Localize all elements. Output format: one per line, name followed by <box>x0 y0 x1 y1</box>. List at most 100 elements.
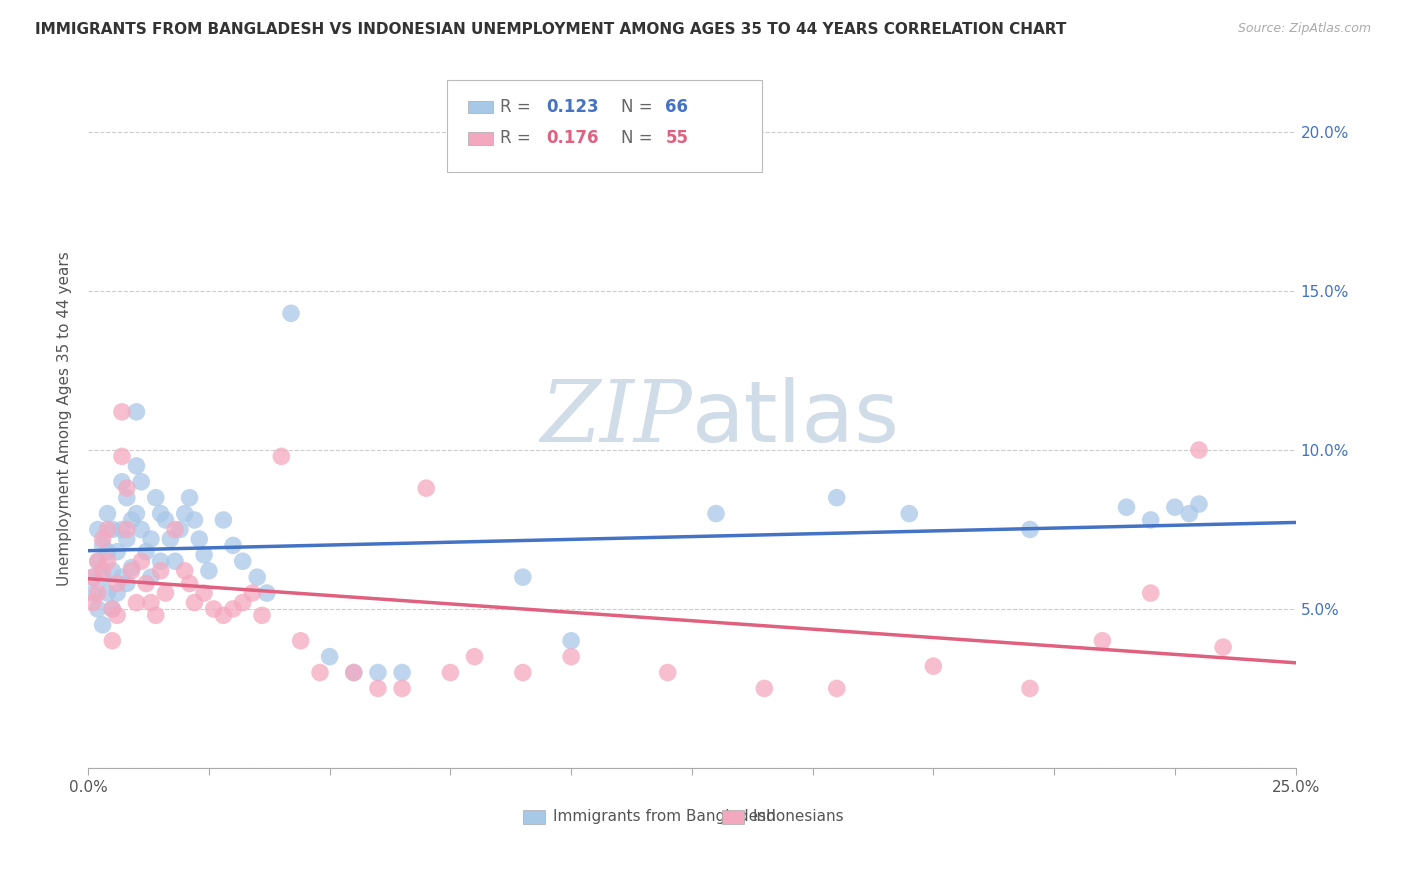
Point <box>367 681 389 696</box>
Point <box>121 513 143 527</box>
Point <box>1019 681 1042 696</box>
Text: 0.176: 0.176 <box>546 129 599 147</box>
Point <box>101 523 124 537</box>
Point <box>240 586 263 600</box>
Point <box>898 507 921 521</box>
Point <box>155 586 177 600</box>
Text: IMMIGRANTS FROM BANGLADESH VS INDONESIAN UNEMPLOYMENT AMONG AGES 35 TO 44 YEARS : IMMIGRANTS FROM BANGLADESH VS INDONESIAN… <box>35 22 1067 37</box>
FancyBboxPatch shape <box>468 132 492 145</box>
Point <box>96 523 118 537</box>
Point <box>560 633 582 648</box>
Point <box>82 570 104 584</box>
Point <box>155 513 177 527</box>
Point <box>1091 633 1114 648</box>
Point <box>232 596 254 610</box>
Point <box>193 548 215 562</box>
Point <box>125 596 148 610</box>
Point <box>135 576 157 591</box>
Point <box>173 507 195 521</box>
Text: Immigrants from Bangladesh: Immigrants from Bangladesh <box>553 809 776 824</box>
Point <box>1139 586 1161 600</box>
Point <box>290 633 312 648</box>
Point <box>439 665 461 680</box>
Point <box>139 596 162 610</box>
Point <box>212 513 235 527</box>
Point <box>82 596 104 610</box>
Point <box>212 608 235 623</box>
FancyBboxPatch shape <box>468 101 492 113</box>
Text: N =: N = <box>620 129 658 147</box>
Point <box>343 665 366 680</box>
Point <box>96 545 118 559</box>
Point <box>657 665 679 680</box>
FancyBboxPatch shape <box>723 810 744 824</box>
Point <box>105 545 128 559</box>
Point <box>415 481 437 495</box>
Point <box>125 458 148 473</box>
Point <box>165 523 187 537</box>
Text: R =: R = <box>501 129 536 147</box>
Point <box>139 532 162 546</box>
Point <box>111 405 134 419</box>
Point <box>825 491 848 505</box>
Point <box>1139 513 1161 527</box>
Point <box>1188 442 1211 457</box>
Text: atlas: atlas <box>692 376 900 459</box>
Text: 0.123: 0.123 <box>546 98 599 116</box>
Point <box>121 564 143 578</box>
Point <box>145 491 167 505</box>
Point <box>87 523 110 537</box>
Point <box>111 570 134 584</box>
Point <box>179 576 201 591</box>
Point <box>173 564 195 578</box>
Point <box>125 507 148 521</box>
Point <box>343 665 366 680</box>
Point <box>222 602 245 616</box>
Point <box>129 523 152 537</box>
Point <box>159 532 181 546</box>
Point <box>115 532 138 546</box>
Point <box>188 532 211 546</box>
Point <box>82 586 104 600</box>
Point <box>87 586 110 600</box>
Text: Indonesians: Indonesians <box>752 809 844 824</box>
Point <box>1115 500 1137 515</box>
Point <box>139 570 162 584</box>
Point <box>91 538 114 552</box>
Point <box>198 564 221 578</box>
Text: R =: R = <box>501 98 536 116</box>
Point <box>111 475 134 489</box>
Point <box>87 554 110 568</box>
Point <box>169 523 191 537</box>
Point <box>87 554 110 568</box>
FancyBboxPatch shape <box>523 810 544 824</box>
Point <box>115 523 138 537</box>
Point <box>135 545 157 559</box>
Point <box>704 507 727 521</box>
Point <box>82 570 104 584</box>
Point <box>222 538 245 552</box>
Point <box>101 564 124 578</box>
Text: 55: 55 <box>665 129 689 147</box>
Point <box>115 576 138 591</box>
Point <box>464 649 486 664</box>
Point <box>105 576 128 591</box>
Point <box>179 491 201 505</box>
Point <box>280 306 302 320</box>
Point <box>318 649 340 664</box>
Point <box>309 665 332 680</box>
Point <box>391 665 413 680</box>
Point <box>111 523 134 537</box>
Point <box>367 665 389 680</box>
Point <box>149 564 172 578</box>
Point <box>125 405 148 419</box>
Point <box>1188 497 1211 511</box>
Point <box>1212 640 1234 654</box>
Point <box>129 554 152 568</box>
Point <box>96 554 118 568</box>
Point <box>105 608 128 623</box>
Point <box>1019 523 1042 537</box>
Y-axis label: Unemployment Among Ages 35 to 44 years: Unemployment Among Ages 35 to 44 years <box>58 251 72 585</box>
Point <box>202 602 225 616</box>
Point <box>232 554 254 568</box>
